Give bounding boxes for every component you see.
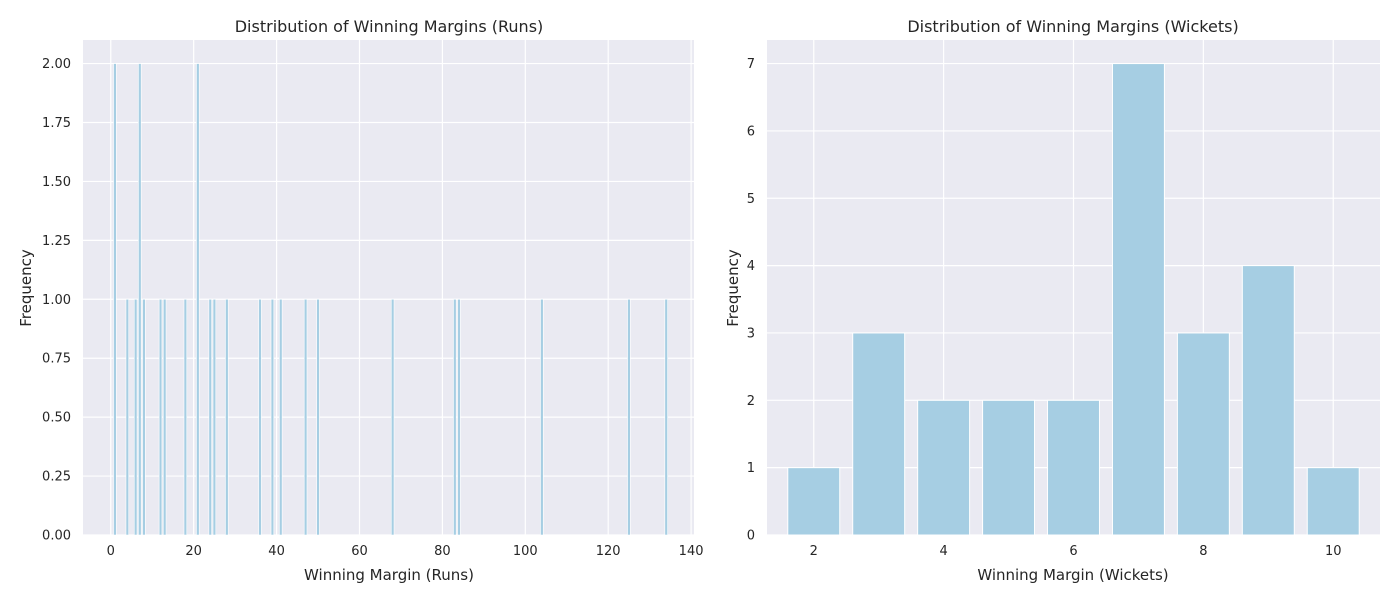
chart-runs: 0 20 40 60 80 100 120 140 0.00 0.25 0.50 0.75 1.00 1… xyxy=(17,17,704,584)
x-ticks-runs: 0 20 40 60 80 100 120 140 xyxy=(107,544,704,559)
y-axis-label-wickets: Frequency xyxy=(724,249,742,327)
bar-wickets-3 xyxy=(852,332,906,536)
y-tick-label-wickets: 2 xyxy=(747,394,755,409)
y-tick-label-wickets: 3 xyxy=(747,326,755,341)
y-tick-label-runs: 0.00 xyxy=(42,529,71,544)
bars-runs xyxy=(113,63,668,536)
y-ticks-wickets: 0 1 2 3 4 5 6 7 xyxy=(747,57,755,543)
y-tick-label-wickets: 5 xyxy=(747,192,755,207)
bar-runs-18 xyxy=(183,298,188,536)
bar-runs-47 xyxy=(303,298,308,536)
bar-runs-24 xyxy=(208,298,212,536)
y-tick-label-wickets: 7 xyxy=(747,57,755,72)
chart-title-wickets: Distribution of Winning Margins (Wickets… xyxy=(907,17,1238,36)
bar-runs-4 xyxy=(125,298,130,536)
bar-wickets-8 xyxy=(1176,332,1230,536)
bar-runs-21 xyxy=(196,63,200,536)
plot-area-runs xyxy=(83,40,694,535)
y-tick-label-runs: 0.25 xyxy=(42,470,71,485)
y-tick-label-wickets: 6 xyxy=(747,124,755,139)
y-tick-label-runs: 1.50 xyxy=(42,175,71,190)
bar-runs-13 xyxy=(162,298,167,536)
bar-runs-125 xyxy=(627,298,631,536)
bar-runs-28 xyxy=(225,298,229,536)
y-ticks-runs: 0.00 0.25 0.50 0.75 1.00 1.25 1.50 1.75 2.00 xyxy=(42,57,71,543)
bar-runs-134 xyxy=(664,298,668,536)
bar-runs-68 xyxy=(390,298,395,536)
bar-runs-6 xyxy=(133,298,138,536)
x-tick-label-wickets: 8 xyxy=(1199,544,1207,559)
chart-title-runs: Distribution of Winning Margins (Runs) xyxy=(235,17,544,36)
x-tick-label-runs: 100 xyxy=(513,544,538,559)
x-ticks-wickets: 2 4 6 8 10 xyxy=(810,544,1342,559)
x-axis-label-wickets: Winning Margin (Wickets) xyxy=(977,566,1168,584)
bar-runs-84 xyxy=(457,298,461,536)
bar-runs-39 xyxy=(270,298,275,536)
bar-wickets-9 xyxy=(1241,265,1295,536)
bar-wickets-10 xyxy=(1306,467,1360,536)
y-tick-label-runs: 1.75 xyxy=(42,116,71,131)
bar-runs-1 xyxy=(113,63,117,536)
x-tick-label-runs: 60 xyxy=(351,544,368,559)
y-tick-label-runs: 0.50 xyxy=(42,411,71,426)
x-tick-label-runs: 0 xyxy=(107,544,115,559)
x-tick-label-wickets: 10 xyxy=(1325,544,1342,559)
y-tick-label-wickets: 4 xyxy=(747,259,755,274)
x-axis-label-runs: Winning Margin (Runs) xyxy=(304,566,474,584)
chart-wickets: 2 4 6 8 10 0 1 2 3 4 5 6 7 Distribution of Winning … xyxy=(724,17,1380,584)
bar-wickets-5 xyxy=(982,399,1036,536)
bar-wickets-6 xyxy=(1047,399,1100,536)
y-axis-label-runs: Frequency xyxy=(17,249,35,327)
y-tick-label-runs: 1.00 xyxy=(42,293,71,308)
bar-runs-25 xyxy=(212,298,217,536)
y-tick-label-wickets: 1 xyxy=(747,461,755,476)
bar-runs-41 xyxy=(279,298,283,536)
y-tick-label-runs: 1.25 xyxy=(42,234,71,249)
x-tick-label-runs: 40 xyxy=(268,544,285,559)
bar-wickets-2 xyxy=(787,467,841,536)
x-tick-label-wickets: 6 xyxy=(1069,544,1077,559)
bar-wickets-4 xyxy=(917,399,971,536)
bar-runs-7 xyxy=(138,63,142,536)
x-tick-label-wickets: 2 xyxy=(810,544,818,559)
x-tick-label-runs: 120 xyxy=(596,544,621,559)
bar-runs-12 xyxy=(158,298,163,536)
x-tick-label-runs: 20 xyxy=(185,544,202,559)
bars-wickets xyxy=(787,63,1360,536)
bar-runs-104 xyxy=(540,298,544,536)
bar-runs-50 xyxy=(316,298,320,536)
bar-wickets-7 xyxy=(1111,63,1165,536)
bar-runs-8 xyxy=(142,298,146,536)
y-tick-label-runs: 0.75 xyxy=(42,352,71,367)
y-tick-label-runs: 2.00 xyxy=(42,57,71,72)
bar-runs-83 xyxy=(453,298,457,536)
y-tick-label-wickets: 0 xyxy=(747,529,755,544)
x-tick-label-wickets: 4 xyxy=(939,544,947,559)
x-tick-label-runs: 140 xyxy=(679,544,704,559)
bar-runs-36 xyxy=(258,298,262,536)
x-tick-label-runs: 80 xyxy=(434,544,451,559)
